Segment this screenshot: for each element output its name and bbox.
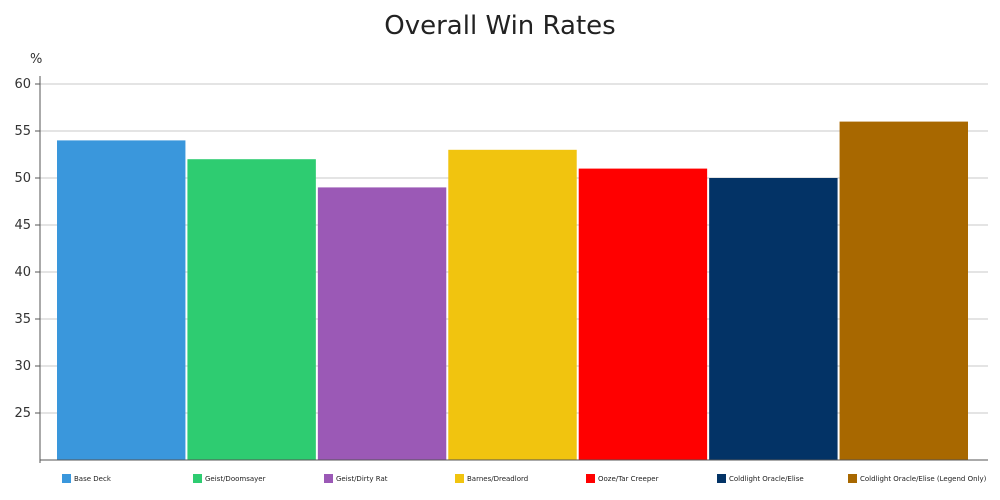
chart-title: Overall Win Rates: [384, 11, 615, 41]
legend-label: Coldlight Oracle/Elise: [729, 475, 804, 483]
legend-label: Ooze/Tar Creeper: [598, 475, 659, 483]
legend-swatch: [848, 474, 857, 483]
legend-label: Coldlight Oracle/Elise (Legend Only): [860, 475, 987, 483]
legend-label: Barnes/Dreadlord: [467, 475, 528, 483]
bar: [839, 121, 968, 460]
y-tick-label: 50: [14, 171, 31, 186]
legend-swatch: [62, 474, 71, 483]
legend-swatch: [586, 474, 595, 483]
legend-swatch: [455, 474, 464, 483]
bars: [57, 121, 968, 461]
legend-swatch: [717, 474, 726, 483]
axes: 25 30 35 40 45 50 55 60: [14, 76, 988, 463]
bar: [578, 168, 708, 460]
legend-label: Geist/Doomsayer: [205, 475, 266, 483]
legend-swatch: [193, 474, 202, 483]
y-axis-label: %: [30, 52, 42, 67]
y-tick-label: 25: [14, 406, 31, 421]
y-tick-label: 45: [14, 218, 31, 233]
y-tick-label: 55: [14, 124, 31, 139]
y-tick-label: 40: [14, 265, 31, 280]
y-tick-label: 60: [14, 77, 31, 92]
legend-label: Base Deck: [74, 475, 112, 483]
legend: Base Deck Geist/Doomsayer Geist/Dirty Rat B…: [62, 474, 987, 483]
bar: [57, 140, 186, 460]
bar: [448, 149, 577, 461]
y-tick-label: 35: [14, 312, 31, 327]
y-tick-label: 30: [14, 359, 31, 374]
legend-label: Geist/Dirty Rat: [336, 475, 388, 483]
bar: [187, 159, 316, 460]
legend-swatch: [324, 474, 333, 483]
bar: [317, 187, 447, 460]
bar: [709, 178, 838, 460]
